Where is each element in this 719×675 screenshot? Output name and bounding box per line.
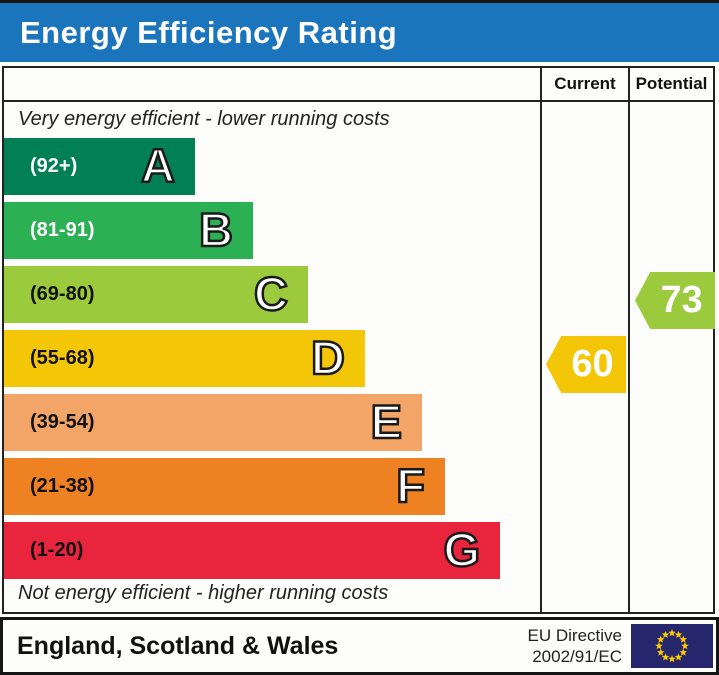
rating-table: Current Potential Very energy efficient … [2, 66, 715, 614]
band-e-range: (39-54) [30, 411, 95, 433]
eu-directive-label: EU Directive 2002/91/EC [528, 625, 622, 668]
column-divider-current [540, 68, 542, 612]
region-label: England, Scotland & Wales [17, 631, 339, 660]
band-b: (81-91) B [4, 202, 253, 259]
band-g-letter: G [442, 522, 481, 578]
band-c-letter: C [253, 266, 289, 322]
column-divider-potential [628, 68, 630, 612]
top-note: Very energy efficient - lower running co… [18, 108, 390, 130]
title-bar: Energy Efficiency Rating [0, 0, 719, 62]
band-a: (92+) A [4, 138, 195, 195]
potential-value-marker: 73 [635, 272, 715, 329]
footer-bar: England, Scotland & Wales EU Directive 2… [0, 617, 719, 675]
page-title: Energy Efficiency Rating [20, 14, 398, 50]
band-c-range: (69-80) [30, 283, 95, 305]
band-a-letter: A [140, 138, 176, 194]
band-d-range: (55-68) [30, 347, 95, 369]
band-e: (39-54) E [4, 394, 422, 451]
band-f-range: (21-38) [30, 475, 95, 497]
table-header-row: Current Potential [4, 68, 713, 102]
band-d-letter: D [310, 330, 346, 386]
current-value: 60 [571, 343, 614, 385]
band-e-letter: E [369, 394, 403, 450]
band-b-letter: B [198, 202, 234, 258]
band-c: (69-80) C [4, 266, 308, 323]
band-f: (21-38) F [4, 458, 445, 515]
eu-directive-line2: 2002/91/EC [532, 647, 622, 666]
column-header-potential: Potential [635, 74, 708, 93]
potential-value: 73 [660, 279, 703, 321]
column-header-current: Current [554, 74, 616, 93]
band-a-range: (92+) [30, 155, 78, 177]
band-b-range: (81-91) [30, 219, 95, 241]
band-d: (55-68) D [4, 330, 365, 387]
current-value-marker: 60 [546, 336, 626, 393]
eu-flag-icon [631, 624, 713, 668]
band-g: (1-20) G [4, 522, 500, 579]
band-g-range: (1-20) [30, 539, 84, 561]
band-f-letter: F [395, 458, 426, 514]
eu-directive-line1: EU Directive [527, 625, 622, 645]
bottom-note: Not energy efficient - higher running co… [18, 582, 389, 604]
